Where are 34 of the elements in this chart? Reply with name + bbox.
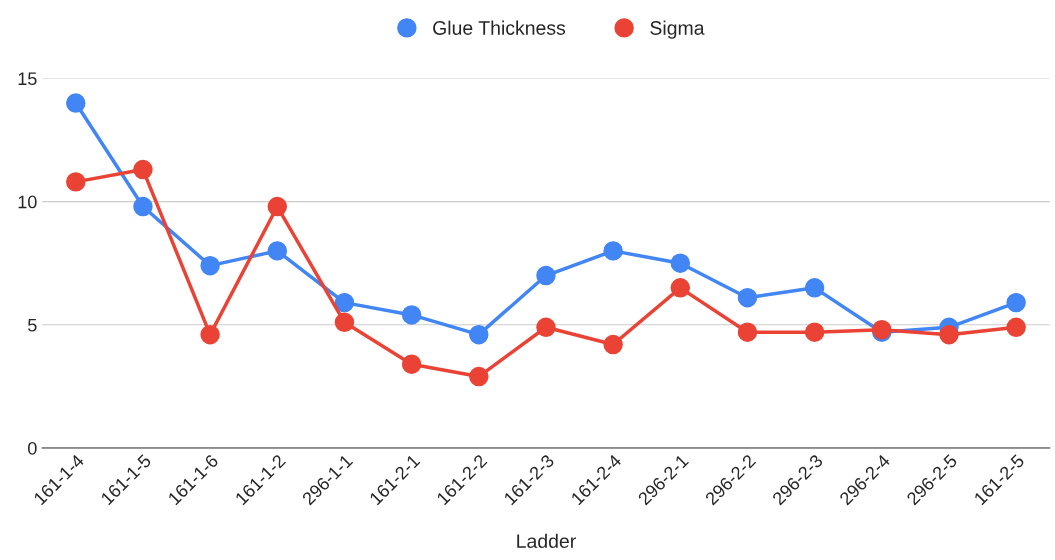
point (66, 93, 86, 113)
point (737, 322, 758, 342)
point (737, 287, 758, 308)
point (200, 324, 220, 345)
point (1006, 317, 1026, 337)
point (670, 253, 691, 273)
point (939, 324, 959, 345)
point (334, 292, 355, 313)
point (267, 241, 288, 261)
point (603, 334, 623, 355)
point (1006, 292, 1026, 313)
point (200, 255, 220, 276)
point (804, 278, 825, 298)
point (401, 305, 422, 325)
point (133, 159, 153, 180)
point (401, 354, 422, 374)
point (536, 265, 556, 286)
y-tick-label: 5 (28, 318, 37, 332)
y-tick-label: 10 (18, 195, 37, 209)
point (267, 196, 288, 217)
point (670, 278, 691, 298)
point (469, 324, 489, 345)
point (334, 312, 355, 333)
point (603, 241, 623, 261)
legend-label: Glue Thickness (433, 20, 566, 35)
point (133, 196, 153, 217)
point (66, 172, 86, 192)
y-tick-label: 15 (18, 72, 37, 86)
point (804, 322, 825, 342)
y-tick-label: 0 (28, 441, 37, 455)
legend-label: Sigma (650, 20, 705, 39)
point (469, 366, 489, 387)
point (536, 317, 556, 337)
x-axis-title: Ladder (517, 533, 576, 549)
